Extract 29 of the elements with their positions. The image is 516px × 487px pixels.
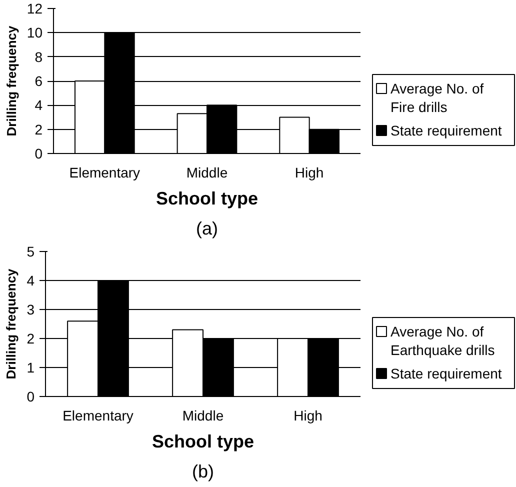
x-tick-label: High	[294, 164, 324, 180]
x-tick-label: Elementary	[69, 164, 140, 180]
y-tick-label: 4	[34, 97, 43, 114]
legend-label: State requirement	[390, 366, 502, 382]
x-axis-title: School type	[156, 188, 258, 208]
y-tick-label: 8	[34, 48, 43, 65]
y-tick-label: 2	[26, 330, 35, 346]
y-tick-label: 0	[34, 146, 43, 162]
x-tick-label: High	[294, 408, 322, 424]
y-tick-label: 5	[26, 244, 35, 260]
y-tick-label: 12	[26, 0, 43, 16]
y-tick-label: 0	[26, 388, 35, 404]
legend-label: Average No. of Fire drills	[390, 80, 484, 115]
legend-label: Average No. of Earthquake drills	[390, 324, 495, 358]
x-tick-label: Middle	[182, 408, 224, 424]
y-tick-label: 2	[34, 121, 43, 138]
y-tick-label: 4	[26, 272, 35, 288]
text: (b)	[192, 462, 214, 482]
y-axis-title: Drilling frequency	[4, 24, 19, 136]
y-axis-title: Drilling frequency	[4, 268, 19, 380]
x-tick-label: Middle	[186, 164, 228, 180]
x-axis-title: School type	[152, 432, 254, 452]
y-tick-label: 3	[26, 302, 35, 318]
y-tick-label: 6	[34, 73, 43, 89]
x-tick-label: Elementary	[62, 408, 134, 424]
legend-label: State requirement	[390, 122, 502, 138]
y-tick-label: 10	[26, 24, 43, 41]
y-tick-label: 1	[26, 360, 35, 376]
text: (a)	[196, 218, 218, 238]
